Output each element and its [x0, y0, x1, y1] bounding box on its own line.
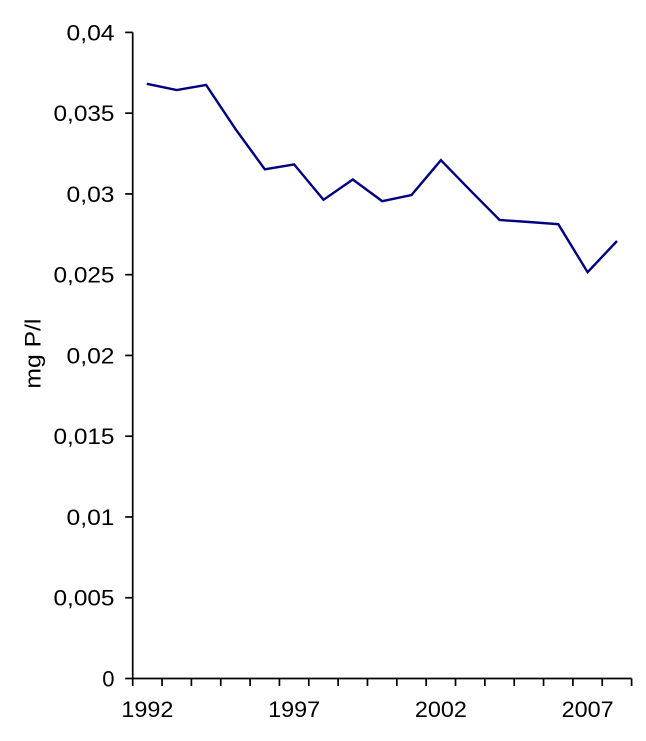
svg-text:0,04: 0,04	[67, 20, 115, 45]
svg-text:0,035: 0,035	[54, 101, 115, 126]
svg-text:2002: 2002	[415, 697, 467, 722]
svg-text:0: 0	[102, 667, 114, 692]
svg-text:0,005: 0,005	[54, 586, 115, 611]
svg-text:0,025: 0,025	[54, 263, 115, 288]
svg-text:1997: 1997	[268, 697, 320, 722]
svg-text:0,03: 0,03	[67, 182, 115, 207]
svg-text:2007: 2007	[562, 697, 614, 722]
svg-text:1992: 1992	[121, 697, 173, 722]
svg-text:0,015: 0,015	[54, 424, 115, 449]
svg-text:0,01: 0,01	[67, 505, 115, 530]
svg-text:mg P/l: mg P/l	[21, 319, 46, 389]
svg-text:0,02: 0,02	[67, 344, 115, 369]
